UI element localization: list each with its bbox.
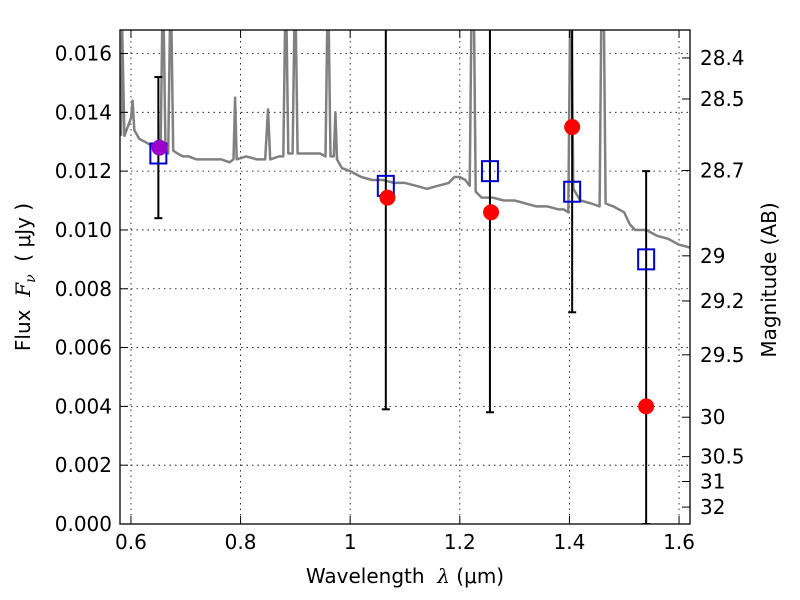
x-axis-label: Wavelength λ (μm)	[306, 564, 504, 588]
right-tick-label: 31	[700, 469, 725, 493]
right-tick-label: 28.4	[700, 46, 745, 70]
right-tick-label: 28.5	[700, 87, 745, 111]
y-tick-label: 0.014	[55, 100, 112, 124]
observed-flux-marker	[151, 139, 168, 156]
y-tick-label: 0.000	[55, 512, 112, 536]
right-tick-label: 29.2	[700, 289, 745, 313]
plot-area	[120, 30, 690, 524]
y-tick-label: 0.008	[55, 277, 112, 301]
model-square-marker	[637, 248, 656, 271]
y-tick-label: 0.016	[55, 42, 112, 66]
x-tick-label: 1.2	[444, 530, 476, 554]
x-tick-label: 1.4	[554, 530, 586, 554]
grid	[120, 30, 690, 524]
right-tick-label: 29	[700, 244, 725, 268]
model-square-marker	[563, 180, 582, 203]
y-tick-label: 0.010	[55, 218, 112, 242]
observed-flux-marker	[483, 204, 500, 221]
y-tick-label: 0.002	[55, 453, 112, 477]
right-tick-label: 30.5	[700, 445, 745, 469]
y-tick-label: 0.004	[55, 394, 112, 418]
right-tick-label: 30	[700, 405, 725, 429]
observed-flux-marker	[564, 119, 581, 136]
x-tick-label: 1.6	[663, 530, 695, 554]
y-tick-label: 0.006	[55, 336, 112, 360]
right-tick-label: 28.7	[700, 158, 745, 182]
ticks	[120, 30, 690, 525]
observed-flux-marker	[379, 189, 396, 206]
tick-labels: 0.6 0.8 1 1.2 1.4 1.6 0.000 0.002 0.004 0.006 0.00…	[55, 42, 745, 554]
plot-frame	[119, 29, 691, 525]
x-tick-label: 0.6	[115, 530, 147, 554]
x-tick-label: 0.8	[225, 530, 257, 554]
right-tick-label: 29.5	[700, 343, 745, 367]
y-axis-label: Flux Fν ( μJy )	[11, 203, 39, 351]
x-tick-label: 1	[344, 530, 357, 554]
model-square-marker	[480, 160, 499, 183]
spectrum-line	[120, 30, 690, 249]
right-axis-label: Magnitude (AB)	[757, 202, 781, 357]
right-tick-label: 32	[700, 495, 725, 519]
observed-flux-marker	[638, 398, 655, 415]
y-tick-label: 0.012	[55, 159, 112, 183]
